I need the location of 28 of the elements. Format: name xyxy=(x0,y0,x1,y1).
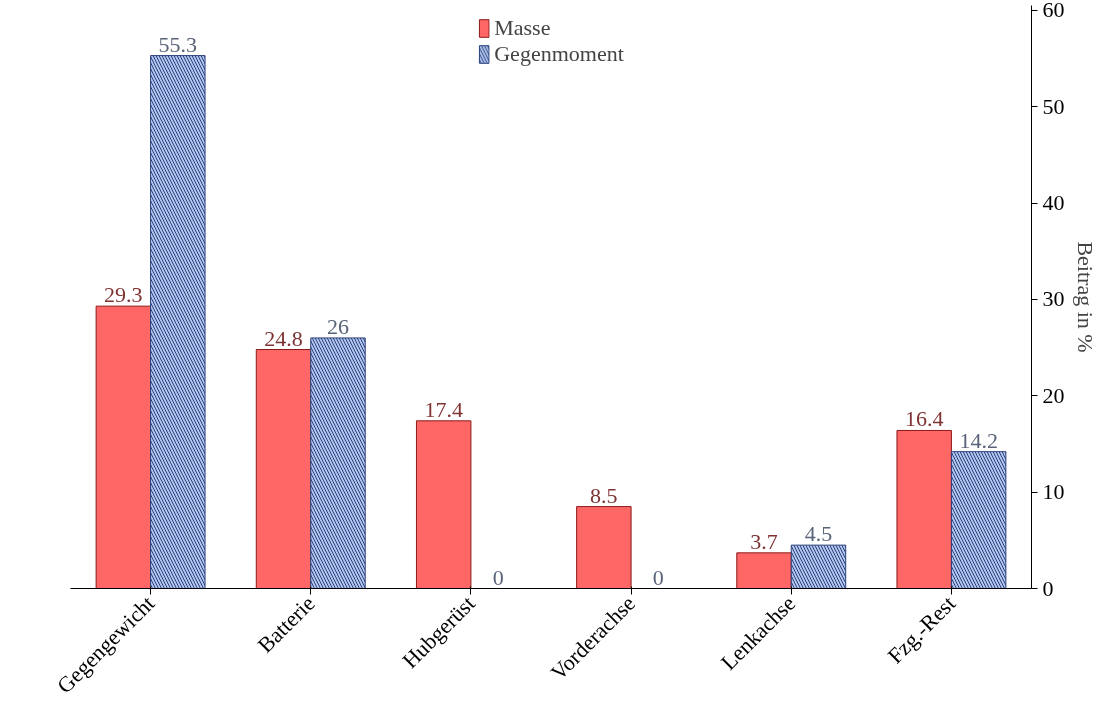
data-label: 14.2 xyxy=(959,427,998,453)
data-label: 29.3 xyxy=(104,282,143,308)
data-label: 0 xyxy=(652,564,664,590)
data-label: 55.3 xyxy=(158,31,198,57)
y-tick-label: 0 xyxy=(1042,575,1054,601)
bar xyxy=(95,305,152,589)
data-label: 8.5 xyxy=(590,482,618,508)
data-label: 26 xyxy=(326,313,349,339)
y-tick-label: 30 xyxy=(1042,286,1065,312)
legend-label: Masse xyxy=(494,15,551,41)
bar xyxy=(576,506,632,589)
data-label: 3.7 xyxy=(750,528,778,554)
data-label: 17.4 xyxy=(424,396,463,422)
y-tick-label: 50 xyxy=(1042,93,1065,119)
bar xyxy=(736,552,792,589)
y-tick-label: 20 xyxy=(1042,382,1065,408)
y-tick-label: 60 xyxy=(1042,0,1065,23)
legend-label: Gegenmoment xyxy=(494,41,624,67)
bar xyxy=(415,420,472,589)
y-tick-label: 10 xyxy=(1042,479,1065,505)
y-axis-title: Beitrag in % xyxy=(1072,241,1098,353)
bar xyxy=(896,429,952,589)
y-tick-label: 40 xyxy=(1042,190,1065,216)
data-label: 4.5 xyxy=(804,521,833,547)
data-label: 16.4 xyxy=(904,406,944,432)
data-label: 24.8 xyxy=(264,325,303,351)
bar xyxy=(255,349,312,589)
data-label: 0 xyxy=(492,564,504,590)
